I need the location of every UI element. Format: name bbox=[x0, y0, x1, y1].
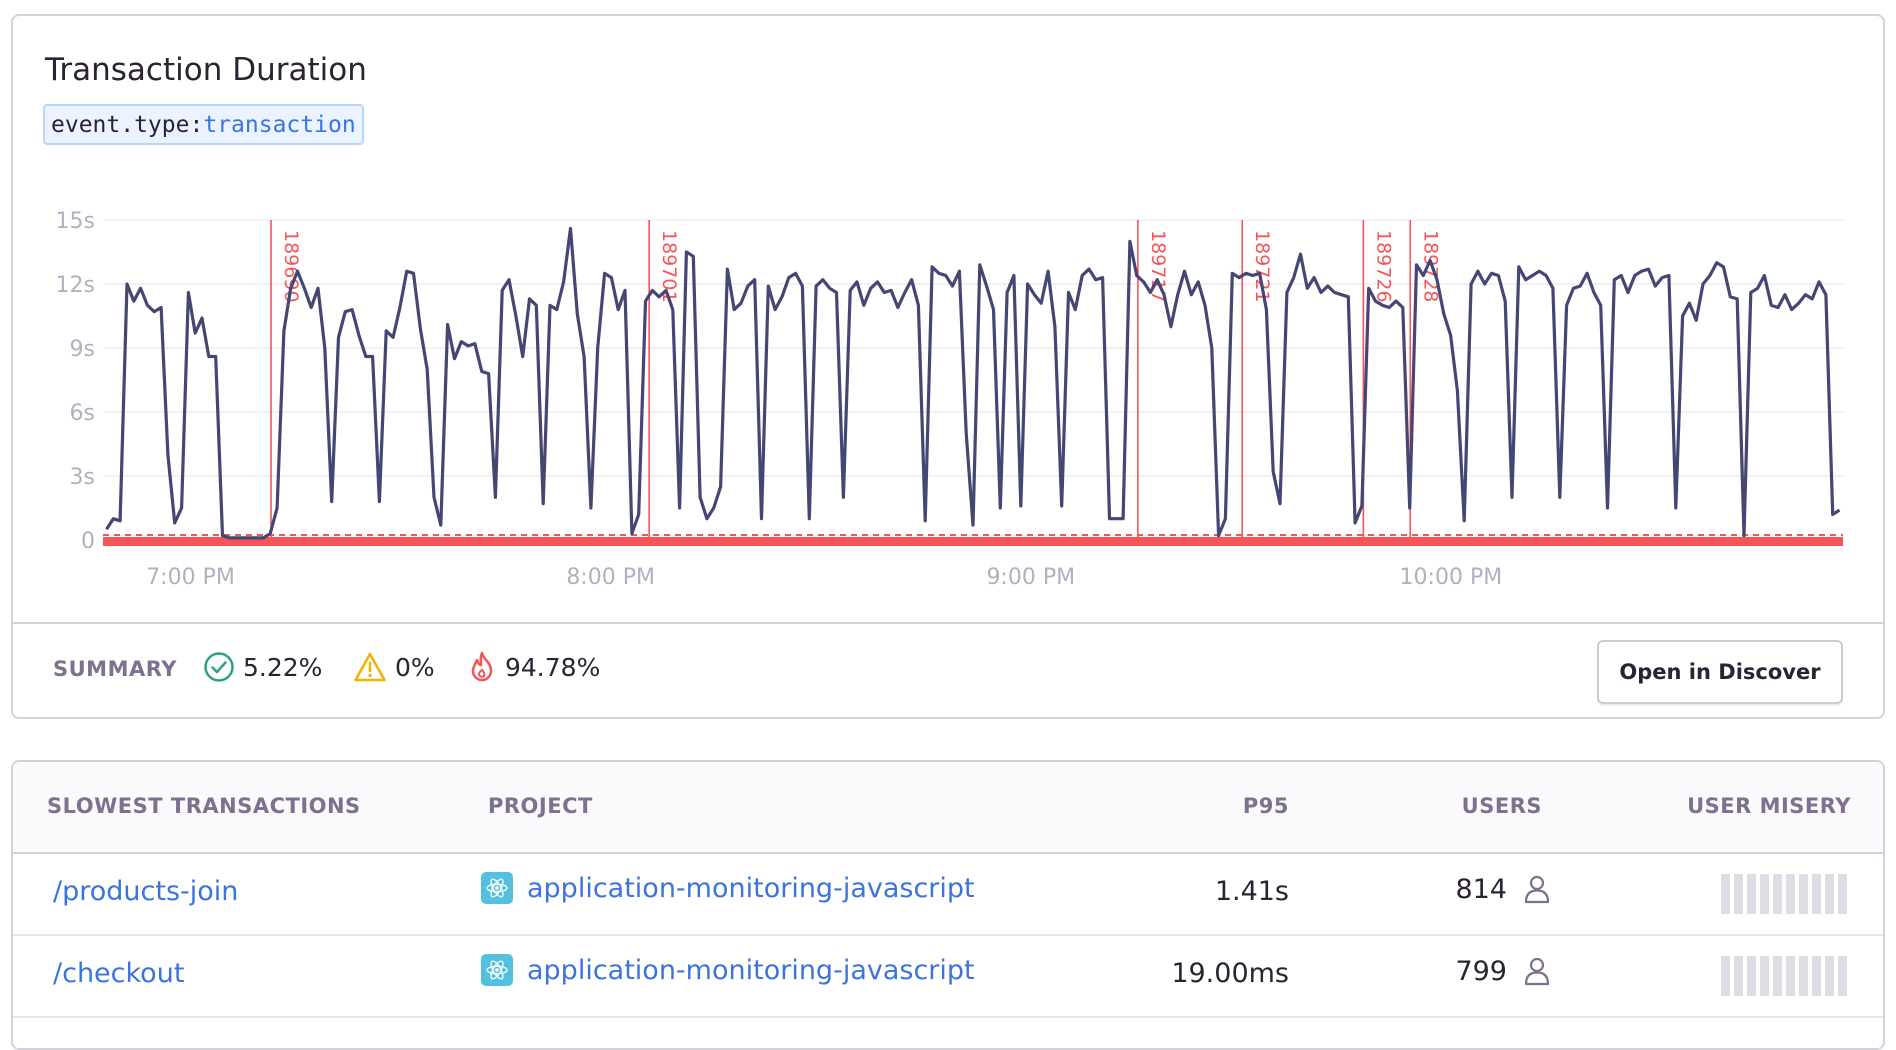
tolerable-value: 0% bbox=[395, 652, 435, 682]
frustrated-value: 94.78% bbox=[505, 652, 601, 682]
query-colon: : bbox=[189, 111, 204, 138]
react-platform-icon bbox=[481, 872, 513, 904]
y-tick-label: 3s bbox=[70, 465, 95, 490]
warning-icon bbox=[354, 652, 386, 682]
duration-chart[interactable]: 0 3s 6s 9s 12s 15s 7:00 PM 8:00 PM 9:00 PM 10:00 … bbox=[13, 16, 1883, 616]
table-row: /products-join application-monitoring-ja… bbox=[13, 854, 1883, 936]
summary-divider bbox=[13, 622, 1883, 624]
table-row: /checkout application-monitoring-javascr… bbox=[13, 936, 1883, 1018]
project-cell: application-monitoring-javascript bbox=[481, 872, 975, 904]
transaction-duration-card: Transaction Duration event.type: transact… bbox=[11, 14, 1885, 719]
slowest-transactions-table: SLOWEST TRANSACTIONS PROJECT P95 USERS U… bbox=[11, 760, 1885, 1050]
query-key: event.type bbox=[51, 111, 190, 138]
query-value: transaction bbox=[203, 111, 356, 138]
query-token[interactable]: event.type: transaction bbox=[43, 104, 364, 145]
user-misery-bar[interactable] bbox=[1721, 956, 1847, 996]
x-tick-label: 8:00 PM bbox=[566, 565, 655, 590]
x-tick-label: 9:00 PM bbox=[986, 565, 1075, 590]
release-label: 189717 bbox=[1147, 230, 1169, 303]
threshold-area bbox=[103, 537, 1843, 546]
y-tick-label: 6s bbox=[70, 401, 95, 426]
release-label: 189701 bbox=[658, 230, 680, 303]
y-tick-label: 15s bbox=[56, 209, 95, 234]
col-header-project[interactable]: PROJECT bbox=[488, 794, 593, 818]
project-link[interactable]: application-monitoring-javascript bbox=[527, 872, 975, 904]
summary-label: SUMMARY bbox=[53, 657, 177, 681]
check-circle-icon bbox=[204, 652, 234, 682]
p95-value: 1.41s bbox=[1214, 876, 1289, 907]
col-header-transaction[interactable]: SLOWEST TRANSACTIONS bbox=[47, 794, 361, 818]
x-tick-label: 10:00 PM bbox=[1400, 565, 1503, 590]
release-label: 189726 bbox=[1372, 230, 1394, 303]
col-header-user-misery[interactable]: USER MISERY bbox=[1687, 794, 1851, 818]
y-tick-label: 12s bbox=[56, 273, 95, 298]
users-value: 814 bbox=[1455, 873, 1507, 905]
frustrated-stat: 94.78% bbox=[467, 647, 600, 687]
col-header-p95[interactable]: P95 bbox=[1242, 794, 1289, 818]
project-cell: application-monitoring-javascript bbox=[481, 954, 975, 986]
project-link[interactable]: application-monitoring-javascript bbox=[527, 954, 975, 986]
users-cell: 799 bbox=[1455, 955, 1553, 987]
col-header-users[interactable]: USERS bbox=[1461, 794, 1542, 818]
satisfied-stat: 5.22% bbox=[203, 647, 322, 687]
react-platform-icon bbox=[481, 954, 513, 986]
fire-icon bbox=[471, 651, 493, 682]
release-label: 189728 bbox=[1419, 230, 1441, 303]
transaction-link[interactable]: /checkout bbox=[53, 958, 185, 989]
transaction-link[interactable]: /products-join bbox=[53, 876, 239, 907]
release-label: 189721 bbox=[1251, 230, 1273, 303]
user-icon bbox=[1524, 875, 1550, 904]
open-in-discover-button[interactable]: Open in Discover bbox=[1597, 640, 1843, 704]
y-tick-label: 0 bbox=[81, 529, 95, 554]
y-tick-label: 9s bbox=[70, 337, 95, 362]
p95-value: 19.00ms bbox=[1171, 958, 1289, 989]
chart-title: Transaction Duration bbox=[45, 52, 367, 88]
tolerable-stat: 0% bbox=[353, 647, 435, 687]
satisfied-value: 5.22% bbox=[243, 652, 323, 682]
release-label: 189690 bbox=[280, 230, 302, 303]
x-tick-label: 7:00 PM bbox=[146, 565, 235, 590]
duration-series-line bbox=[105, 226, 1841, 540]
table-header: SLOWEST TRANSACTIONS PROJECT P95 USERS U… bbox=[13, 762, 1883, 854]
users-value: 799 bbox=[1455, 955, 1507, 987]
user-icon bbox=[1524, 957, 1550, 986]
user-misery-bar[interactable] bbox=[1721, 874, 1847, 914]
users-cell: 814 bbox=[1455, 873, 1553, 905]
